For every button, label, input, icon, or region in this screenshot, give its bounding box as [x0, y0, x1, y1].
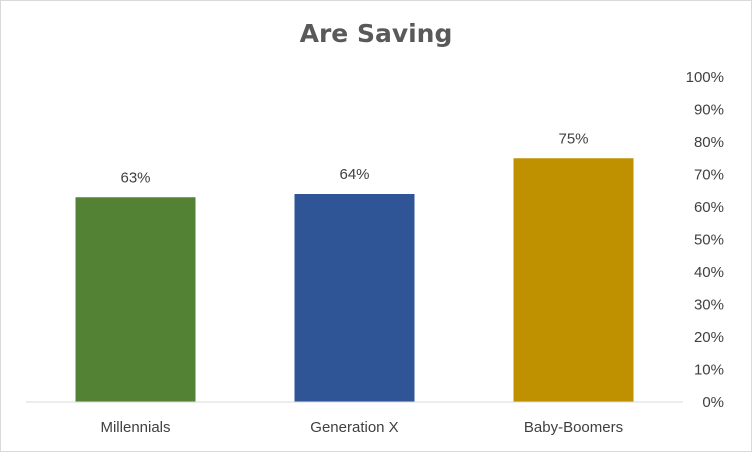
chart-title: Are Saving	[299, 19, 453, 48]
y-tick-label: 30%	[694, 297, 724, 314]
bar-series	[75, 158, 634, 402]
y-tick-label: 0%	[702, 394, 724, 411]
y-tick-label: 40%	[694, 264, 724, 281]
category-label: Millennials	[100, 419, 170, 436]
y-tick-label: 60%	[694, 199, 724, 216]
y-tick-label: 50%	[694, 232, 724, 249]
bar	[75, 197, 196, 402]
bar	[294, 194, 415, 402]
y-tick-label: 10%	[694, 362, 724, 379]
bar	[513, 158, 634, 402]
y-tick-label: 20%	[694, 329, 724, 346]
x-axis: Millennials Generation X Baby-Boomers	[100, 419, 623, 436]
data-label: 63%	[120, 169, 150, 186]
category-label: Generation X	[310, 419, 398, 436]
data-labels: 63% 64% 75%	[120, 130, 588, 186]
category-label: Baby-Boomers	[524, 419, 623, 436]
data-label: 64%	[339, 166, 369, 183]
y-tick-label: 100%	[686, 69, 724, 86]
y-axis: 0% 10% 20% 30% 40% 50% 60% 70% 80% 90% 100%	[686, 69, 724, 411]
y-tick-label: 70%	[694, 167, 724, 184]
y-tick-label: 80%	[694, 134, 724, 151]
y-tick-label: 90%	[694, 102, 724, 119]
data-label: 75%	[558, 130, 588, 147]
